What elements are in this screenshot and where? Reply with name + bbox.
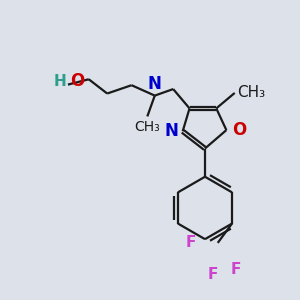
Text: CH₃: CH₃: [237, 85, 265, 100]
Text: N: N: [164, 122, 178, 140]
Text: O: O: [70, 72, 85, 90]
Text: F: F: [185, 235, 196, 250]
Text: CH₃: CH₃: [134, 120, 160, 134]
Text: H: H: [54, 74, 67, 88]
Text: O: O: [232, 121, 246, 139]
Text: F: F: [231, 262, 241, 277]
Text: N: N: [148, 75, 162, 93]
Text: F: F: [207, 267, 218, 282]
